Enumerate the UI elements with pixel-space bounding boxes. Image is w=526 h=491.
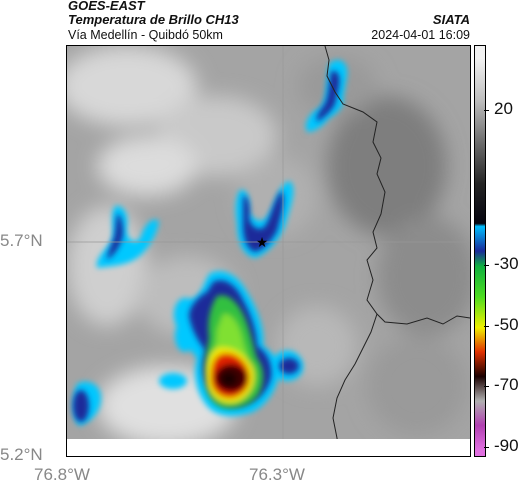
- agency-label: SIATA: [432, 12, 470, 27]
- admin-boundary: [324, 46, 470, 325]
- colorbar-tick: [484, 265, 489, 266]
- colorbar-tick: [484, 447, 489, 448]
- convective-core: [204, 295, 264, 409]
- product-title: Temperatura de Brillo CH13: [68, 12, 239, 27]
- satellite-map[interactable]: ★: [66, 45, 471, 457]
- no-data-strip: [67, 439, 470, 456]
- lon-label-76.3W: 76.3°W: [249, 465, 305, 484]
- colorbar-label-minus50: -50: [494, 315, 519, 334]
- timestamp: 2024-04-01 16:09: [371, 28, 470, 42]
- lon-label-76.8W: 76.8°W: [34, 465, 90, 484]
- colorbar-label-minus70: -70: [494, 375, 519, 394]
- route-subtitle: Vía Medellín - Quibdó 50km: [68, 28, 223, 42]
- lat-label-5.7N: 5.7°N: [0, 231, 43, 250]
- lat-label-5.2N: 5.2°N: [0, 445, 43, 464]
- colorbar-label-minus30: -30: [494, 254, 519, 273]
- colorbar-tick: [484, 110, 489, 111]
- star-icon: ★: [256, 235, 269, 251]
- colorbar-label-20: 20: [494, 99, 513, 118]
- satellite-title: GOES-EAST: [68, 0, 145, 13]
- colorbar-label-minus90: -90: [494, 436, 519, 455]
- colorbar: [474, 45, 486, 457]
- colorbar-tick: [484, 326, 489, 327]
- colorbar-tick: [484, 386, 489, 387]
